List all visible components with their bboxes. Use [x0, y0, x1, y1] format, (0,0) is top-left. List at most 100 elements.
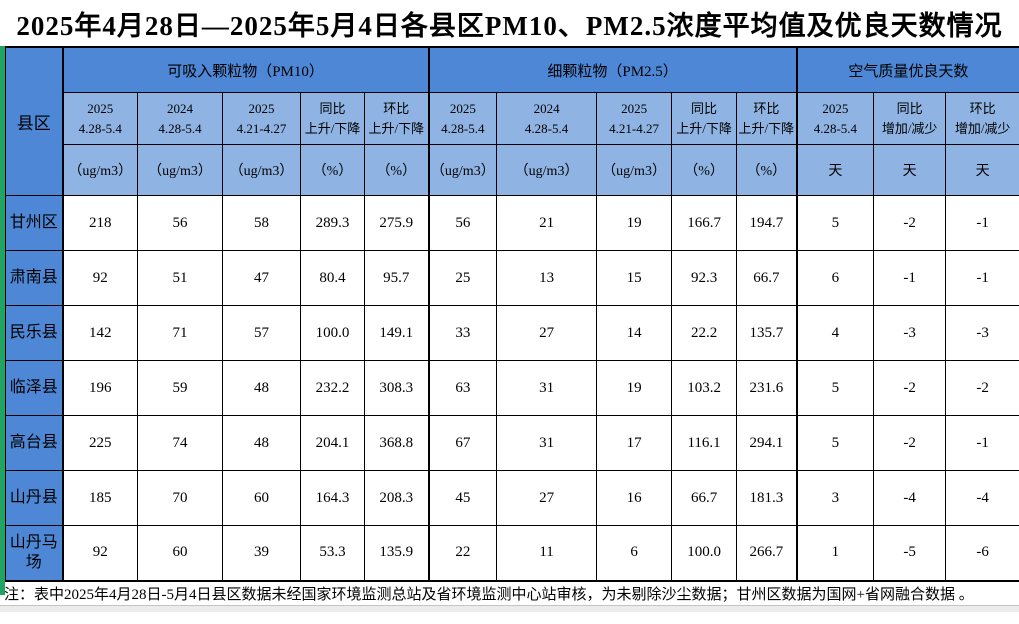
data-cell: 31 — [496, 360, 598, 416]
data-cell: 27 — [496, 470, 598, 526]
column-period-header: 同比 上升/下降 — [671, 92, 738, 145]
data-cell: 48 — [222, 415, 301, 471]
row-label: 山丹马场 — [5, 525, 64, 581]
data-cell: 56 — [428, 195, 498, 251]
pm-data-table: 县区 可吸入颗粒物（PM10） 细颗粒物（PM2.5） 空气质量优良天数 202… — [5, 46, 1019, 582]
data-cell: 17 — [596, 415, 673, 471]
data-cell: 135.9 — [363, 525, 430, 581]
corner-header: 县区 — [5, 46, 64, 196]
data-cell: 6 — [796, 250, 875, 306]
column-unit-header: 天 — [873, 144, 947, 196]
data-cell: 53.3 — [300, 525, 365, 581]
group-header-pm25: 细颗粒物（PM2.5） — [428, 46, 798, 93]
data-cell: 289.3 — [300, 195, 365, 251]
data-cell: 5 — [796, 360, 875, 416]
table-row: 山丹县 185 70 60 164.3 208.3 45 27 16 66.7 181.3 3 -4 -4 — [5, 470, 1019, 526]
data-cell: -6 — [945, 525, 1019, 581]
column-period-header: 2025 4.21-4.27 — [596, 92, 673, 145]
data-cell: 368.8 — [363, 415, 430, 471]
group-header-good-days: 空气质量优良天数 — [796, 46, 1019, 93]
data-cell: 225 — [62, 415, 138, 471]
data-cell: -1 — [945, 195, 1019, 251]
column-unit-header: （%） — [671, 144, 738, 196]
column-period-header: 环比 上升/下降 — [363, 92, 430, 145]
data-cell: 185 — [62, 470, 138, 526]
table-row: 高台县 225 74 48 204.1 368.8 67 31 17 116.1 294.1 5 -2-… — [5, 415, 1019, 471]
data-cell: -1 — [873, 250, 947, 306]
data-cell: 149.1 — [363, 305, 430, 361]
data-cell: 5 — [796, 195, 875, 251]
data-cell: 308.3 — [363, 360, 430, 416]
data-cell: 80.4 — [300, 250, 365, 306]
column-period-header: 2024 4.28-5.4 — [137, 92, 223, 145]
data-cell: 67 — [428, 415, 498, 471]
data-cell: -5 — [873, 525, 947, 581]
data-cell: 166.7 — [671, 195, 738, 251]
data-cell: 181.3 — [736, 470, 798, 526]
data-cell: 47 — [222, 250, 301, 306]
row-label: 肃南县 — [5, 250, 64, 306]
data-cell: -2 — [945, 360, 1019, 416]
column-unit-header: （ug/m3） — [62, 144, 138, 196]
data-cell: 11 — [496, 525, 598, 581]
data-cell: 60 — [137, 525, 223, 581]
data-cell: 196 — [62, 360, 138, 416]
data-cell: 4 — [796, 305, 875, 361]
data-cell: 19 — [596, 195, 673, 251]
table-row: 临泽县 196 59 48 232.2 308.3 63 31 19 103.2 231.6 5 -2-… — [5, 360, 1019, 416]
data-cell: 135.7 — [736, 305, 798, 361]
left-accent-strip — [0, 46, 5, 595]
data-cell: 66.7 — [736, 250, 798, 306]
column-period-header: 2025 4.28-5.4 — [62, 92, 138, 145]
footnote: 注：表中2025年4月28日-5月4日县区数据未经国家环境监测总站及省环境监测中… — [0, 582, 1019, 606]
column-unit-header: （ug/m3） — [596, 144, 673, 196]
group-header-pm10: 可吸入颗粒物（PM10） — [61, 46, 430, 93]
page-title: 2025年4月28日—2025年5月4日各县区PM10、PM2.5浓度平均值及优… — [16, 10, 1003, 41]
column-period-header: 2025 4.28-5.4 — [428, 92, 498, 145]
data-cell: -1 — [945, 415, 1019, 471]
column-period-header: 环比 上升/下降 — [736, 92, 798, 145]
data-cell: 22.2 — [671, 305, 738, 361]
column-unit-header: （ug/m3） — [222, 144, 301, 196]
data-cell: 59 — [137, 360, 223, 416]
data-cell: 142 — [62, 305, 138, 361]
bottom-gray-strip — [0, 605, 1019, 612]
column-period-header: 同比 上升/下降 — [300, 92, 365, 145]
table-row: 民乐县 142 71 57 100.0 149.1 33 27 14 22.2 135.7 4 -3 -3 — [5, 305, 1019, 361]
data-cell: 100.0 — [671, 525, 738, 581]
data-cell: 66.7 — [671, 470, 738, 526]
column-unit-header: （ug/m3） — [137, 144, 223, 196]
data-cell: 194.7 — [736, 195, 798, 251]
column-unit-header: 天 — [796, 144, 875, 196]
data-cell: -2 — [873, 360, 947, 416]
data-cell: 232.2 — [300, 360, 365, 416]
column-unit-header: （ug/m3） — [496, 144, 598, 196]
column-period-header: 2024 4.28-5.4 — [496, 92, 598, 145]
data-cell: 14 — [596, 305, 673, 361]
data-cell: 100.0 — [300, 305, 365, 361]
data-cell: -4 — [873, 470, 947, 526]
table-row: 甘州区 218 56 58 289.3 275.9 56 21 19 166.7 194.7 5 -2-… — [5, 195, 1019, 251]
data-cell: 31 — [496, 415, 598, 471]
data-cell: -3 — [945, 305, 1019, 361]
data-cell: 13 — [496, 250, 598, 306]
data-cell: 95.7 — [363, 250, 430, 306]
data-cell: 45 — [428, 470, 498, 526]
data-cell: 48 — [222, 360, 301, 416]
data-cell: 208.3 — [363, 470, 430, 526]
data-cell: 60 — [222, 470, 301, 526]
data-cell: -1 — [945, 250, 1019, 306]
column-period-header: 2025 4.21-4.27 — [222, 92, 301, 145]
table-row: 山丹马场 92 60 39 53.3 135.9 22 11 6 100.0 266.7 1 -5 -6 — [5, 525, 1019, 581]
data-cell: 58 — [222, 195, 301, 251]
row-label: 甘州区 — [5, 195, 64, 251]
data-cell: 39 — [222, 525, 301, 581]
data-cell: 74 — [137, 415, 223, 471]
data-cell: 19 — [596, 360, 673, 416]
data-cell: 27 — [496, 305, 598, 361]
data-cell: 294.1 — [736, 415, 798, 471]
row-label: 山丹县 — [5, 470, 64, 526]
data-cell: -3 — [873, 305, 947, 361]
data-cell: 204.1 — [300, 415, 365, 471]
